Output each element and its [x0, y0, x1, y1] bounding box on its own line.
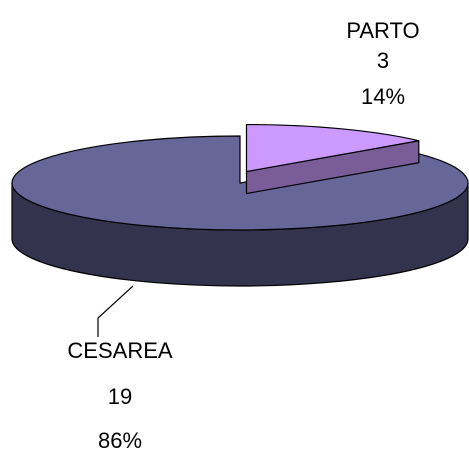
percent-label: 86% — [98, 428, 142, 453]
category-label: PARTO — [346, 18, 419, 43]
percent-label: 14% — [361, 84, 405, 109]
value-label: 19 — [108, 384, 132, 409]
leader-line — [97, 285, 134, 337]
pie-slice — [245, 123, 419, 173]
value-label: 3 — [377, 48, 389, 73]
category-label: CESAREA — [67, 338, 172, 363]
pie-slice — [11, 135, 469, 231]
